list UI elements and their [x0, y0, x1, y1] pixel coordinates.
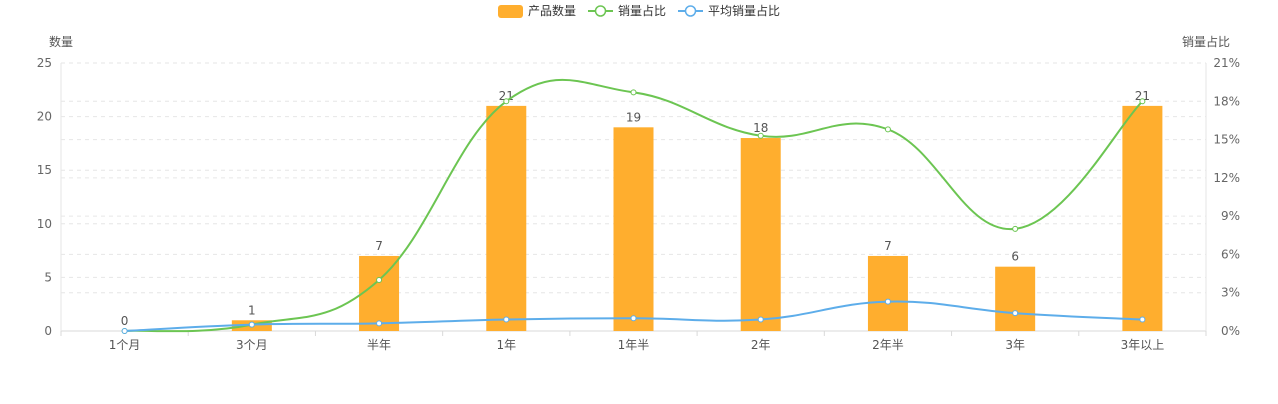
line-point[interactable] [1139, 98, 1146, 105]
bar[interactable] [486, 105, 527, 331]
bar-value-label: 21 [1135, 89, 1150, 103]
y-left-tick-label: 5 [44, 270, 52, 284]
y-left-tick-label: 15 [37, 163, 52, 177]
y-left-axis-title: 数量 [49, 34, 73, 49]
bar-value-label: 0 [121, 314, 129, 328]
line-point[interactable] [630, 89, 637, 96]
line-point[interactable] [1012, 310, 1019, 317]
line-point[interactable] [376, 320, 383, 327]
line-point[interactable] [376, 276, 383, 283]
line-point[interactable] [248, 321, 255, 328]
x-tick-label: 1年 [496, 338, 516, 352]
x-tick-label: 1个月 [109, 338, 141, 352]
y-right-tick-label: 9% [1221, 209, 1240, 223]
x-tick-label: 2年半 [872, 338, 904, 352]
line-point[interactable] [757, 316, 764, 323]
legend-swatch-marker [684, 5, 697, 17]
bar[interactable] [359, 255, 400, 331]
x-tick-label: 1年半 [618, 338, 650, 352]
x-tick-label: 3年 [1005, 338, 1025, 352]
legend-swatch-marker [594, 5, 607, 17]
y-right-tick-label: 3% [1221, 286, 1240, 300]
legend: 产品数量 销量占比 平均销量占比 [498, 3, 780, 18]
y-left-tick-label: 10 [37, 217, 52, 231]
y-right-tick-label: 18% [1213, 94, 1240, 108]
bar-value-label: 7 [375, 239, 383, 253]
y-left-tick-label: 0 [44, 324, 52, 338]
bar-value-label: 1 [248, 303, 256, 317]
bar-value-label: 6 [1011, 250, 1019, 264]
x-tick-label: 3年以上 [1121, 338, 1165, 352]
line-point[interactable] [503, 316, 510, 323]
bar[interactable] [613, 127, 654, 331]
y-right-tick-label: 15% [1213, 133, 1240, 147]
bar[interactable] [740, 138, 781, 331]
bar[interactable] [995, 266, 1036, 331]
line-point[interactable] [1139, 316, 1146, 323]
y-right-axis-title: 销量占比 [1182, 34, 1230, 49]
legend-label[interactable]: 销量占比 [618, 3, 666, 18]
y-left-tick-label: 20 [37, 110, 52, 124]
bar-value-label: 18 [753, 121, 768, 135]
x-tick-label: 半年 [367, 338, 391, 352]
legend-swatch-bar [498, 5, 523, 18]
bar-value-label: 19 [626, 110, 641, 124]
x-tick-label: 2年 [751, 338, 771, 352]
bar[interactable] [1122, 105, 1163, 331]
y-right-tick-label: 21% [1213, 56, 1240, 70]
legend-label[interactable]: 产品数量 [528, 3, 576, 18]
bar[interactable] [867, 255, 908, 331]
legend-label[interactable]: 平均销量占比 [708, 3, 780, 18]
line-point[interactable] [1012, 225, 1019, 232]
bar-value-label: 7 [884, 239, 892, 253]
line-point[interactable] [503, 98, 510, 105]
line-point[interactable] [121, 328, 128, 334]
line-point[interactable] [884, 298, 891, 305]
line-point[interactable] [757, 132, 764, 139]
line-point[interactable] [630, 315, 637, 322]
y-right-tick-label: 0% [1221, 324, 1240, 338]
y-right-tick-label: 12% [1213, 171, 1240, 185]
line-layer [121, 78, 1146, 334]
y-right-tick-label: 6% [1221, 247, 1240, 261]
y-left-tick-label: 25 [37, 56, 52, 70]
x-tick-label: 3个月 [236, 338, 268, 352]
line-point[interactable] [884, 126, 891, 133]
